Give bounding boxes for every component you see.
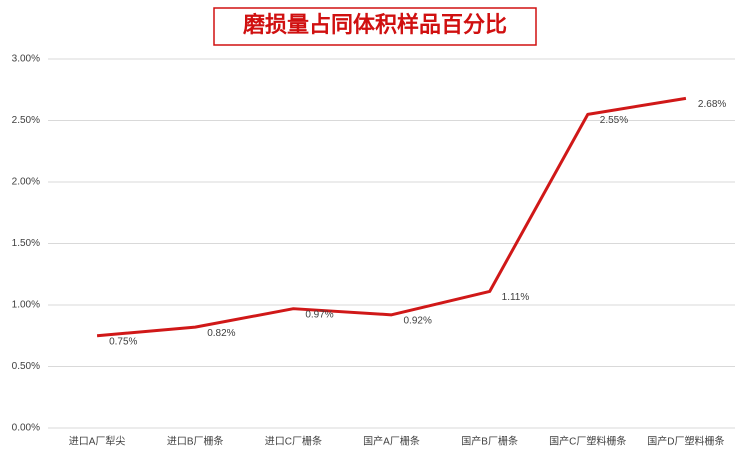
- data-line: [96, 96, 687, 338]
- data-label: 0.82%: [207, 328, 235, 339]
- data-label: 2.55%: [600, 115, 628, 126]
- y-tick-label: 0.50%: [12, 361, 40, 372]
- data-label: 0.92%: [404, 315, 432, 326]
- x-tick-label: 国产A厂栅条: [363, 435, 420, 448]
- data-label: 0.97%: [305, 309, 333, 320]
- chart-title: 磨损量占同体积样品百分比: [243, 12, 507, 37]
- y-tick-label: 3.00%: [12, 54, 40, 65]
- x-tick-label: 进口C厂栅条: [265, 435, 322, 448]
- data-label: 0.75%: [109, 336, 137, 347]
- y-tick-label: 2.50%: [12, 115, 40, 126]
- x-tick-label: 进口A厂犁尖: [69, 435, 126, 448]
- y-tick-label: 2.00%: [12, 177, 40, 188]
- data-label: 2.68%: [698, 99, 726, 110]
- x-tick-label: 进口B厂栅条: [167, 435, 224, 448]
- title-box: [213, 7, 537, 46]
- x-tick-label: 国产C厂塑料栅条: [549, 435, 626, 448]
- y-tick-label: 1.50%: [12, 238, 40, 249]
- x-tick-label: 国产D厂塑料栅条: [647, 435, 724, 448]
- x-tick-label: 国产B厂栅条: [461, 435, 518, 448]
- y-tick-label: 1.00%: [12, 300, 40, 311]
- y-tick-label: 0.00%: [12, 423, 40, 434]
- data-label: 1.11%: [502, 292, 530, 303]
